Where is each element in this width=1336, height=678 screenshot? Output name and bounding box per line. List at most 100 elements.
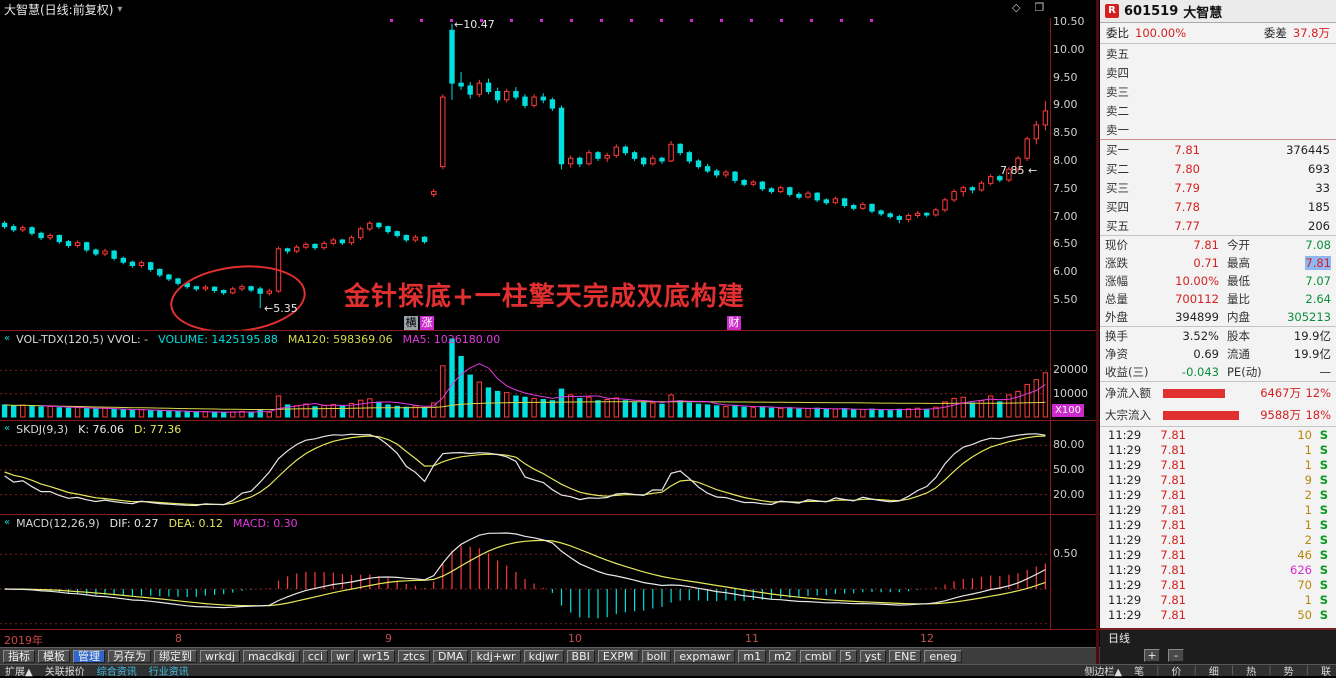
indicator-legend: MA120: 598369.06 xyxy=(287,333,393,346)
ask-row[interactable]: 卖二 xyxy=(1100,101,1336,120)
quote-view-tab[interactable]: 笔 xyxy=(1134,667,1145,678)
flow-bar xyxy=(1163,388,1225,398)
indicator-tab[interactable]: wrkdj xyxy=(200,649,240,663)
tick-volume: 50 xyxy=(1297,607,1312,622)
sidebar-toggle[interactable]: 侧边栏▲ xyxy=(1084,667,1123,678)
indicator-tab[interactable]: cmbl xyxy=(799,649,837,663)
stat-value: 3.52% xyxy=(1182,329,1219,343)
event-badge[interactable]: 财 xyxy=(727,316,741,330)
flow-bar xyxy=(1163,410,1239,420)
indicator-tab[interactable]: m1 xyxy=(738,649,767,663)
stat-label: 外盘 xyxy=(1105,310,1128,324)
tick-time: 11:29 xyxy=(1108,607,1142,622)
indicator-tab[interactable]: BBI xyxy=(566,649,595,663)
price-chart-panel[interactable]: 金针探底+一柱擎天完成双底构建 ←10.47 ←5.35 7.85 ← 横涨 财 xyxy=(0,18,1100,339)
stat-value-text: 305213 xyxy=(1287,310,1331,324)
ask-row[interactable]: 卖一 xyxy=(1100,120,1336,139)
indicator-tab[interactable]: DMA xyxy=(432,649,469,663)
tick-price: 7.81 xyxy=(1160,562,1186,577)
tick-direction: S xyxy=(1319,592,1328,607)
event-badge[interactable]: 横 xyxy=(404,316,418,330)
diamond-icon[interactable]: ◇ xyxy=(1012,1,1021,14)
macd-panel[interactable]: « MACD(12,26,9) DIF: 0.27 DEA: 0.12 MACD: 0… xyxy=(0,515,1100,629)
indicator-tab[interactable]: 绑定到 xyxy=(154,649,197,663)
stat-value: 19.9亿 xyxy=(1275,346,1331,362)
indicator-tab[interactable]: macdkdj xyxy=(242,649,300,663)
quote-view-tab[interactable]: 热 xyxy=(1246,667,1257,678)
collapse-icon[interactable]: « xyxy=(4,333,11,344)
month-label: 8 xyxy=(175,632,182,645)
indicator-tab[interactable]: eneg xyxy=(924,649,962,663)
quote-stats: 现价 7.81 今开 7.08 涨跌 0.71 最高 7.81 涨幅 10.00% 最低 7.07 总量… xyxy=(1100,236,1336,382)
flow-row: 大宗流入 9588万 18% xyxy=(1100,404,1336,426)
separator: | xyxy=(1268,665,1272,676)
statusbar-item[interactable]: 行业资讯 xyxy=(148,667,189,678)
price-axis-label: 10.50 xyxy=(1053,15,1085,28)
indicator-tab[interactable]: wr15 xyxy=(357,649,396,663)
indicator-tab[interactable]: 另存为 xyxy=(108,649,151,663)
indicator-tab[interactable]: EXPM xyxy=(597,649,639,663)
collapse-icon[interactable]: « xyxy=(4,423,11,434)
tick-direction: S xyxy=(1319,487,1328,502)
bid-row[interactable]: 买三 7.79 33 xyxy=(1100,178,1336,197)
bid-row[interactable]: 买二 7.80 693 xyxy=(1100,159,1336,178)
indicator-tab[interactable]: ztcs xyxy=(398,649,430,663)
bid-row[interactable]: 买四 7.78 185 xyxy=(1100,197,1336,216)
indicator-tab[interactable]: boll xyxy=(641,649,672,663)
quote-view-tab[interactable]: 价 xyxy=(1171,667,1182,678)
indicator-tab[interactable]: kdj+wr xyxy=(471,649,521,663)
ask-label: 卖一 xyxy=(1106,122,1129,137)
bid-volume: 693 xyxy=(1308,161,1330,176)
tick-row: 11:29 7.81 9 S xyxy=(1100,472,1336,487)
indicator-tab[interactable]: expmawr xyxy=(674,649,736,663)
zoom-out-button[interactable]: - xyxy=(1168,648,1184,662)
chart-titlebar: 大智慧(日线:前复权) ▾ ◇ ❐ xyxy=(0,0,1100,18)
indicator-tab[interactable]: yst xyxy=(859,649,887,663)
tick-price: 7.81 xyxy=(1160,577,1186,592)
window-restore-icon[interactable]: ❐ xyxy=(1034,1,1045,14)
indicator-tab[interactable]: wr xyxy=(331,649,355,663)
weibi-value: 100.00% xyxy=(1135,26,1187,40)
indicator-tab[interactable]: kdjwr xyxy=(523,649,564,663)
stat-label: 总量 xyxy=(1105,292,1128,306)
tick-volume: 2 xyxy=(1304,487,1312,502)
indicator-legend: MA5: 1026180.00 xyxy=(402,333,501,346)
indicator-legend: VOLUME: 1425195.88 xyxy=(158,333,278,346)
bid-row[interactable]: 买五 7.77 206 xyxy=(1100,216,1336,235)
indicator-tab-bar: 指标 模板 管理 另存为 绑定到 wrkdj macdkdj cci wr wr15 ztcs DMA… xyxy=(0,647,1100,664)
flow-value: 6467万 xyxy=(1260,386,1301,400)
statusbar-item[interactable]: 扩展▲ xyxy=(5,667,33,678)
indicator-tab[interactable]: ENE xyxy=(889,649,922,663)
indicator-tab[interactable]: 管理 xyxy=(73,649,105,663)
stat-label: 涨幅 xyxy=(1105,274,1128,288)
volume-panel[interactable]: « VOL-TDX(120,5) VVOL: - VOLUME: 1425195.… xyxy=(0,331,1100,420)
stat-row: 收益(三) -0.043 PE(动) — xyxy=(1100,363,1336,382)
indicator-tab[interactable]: 指标 xyxy=(3,649,35,663)
collapse-icon[interactable]: « xyxy=(4,517,11,528)
stat-row: 现价 7.81 今开 7.08 xyxy=(1100,236,1336,254)
stat-label: 收益(三) xyxy=(1105,365,1149,379)
weibi-label: 委比 xyxy=(1106,26,1129,40)
indicator-legend: DIF: 0.27 xyxy=(109,517,159,530)
indicator-tab[interactable]: 5 xyxy=(839,649,857,663)
quote-view-tab[interactable]: 联 xyxy=(1321,667,1331,678)
quote-view-tab[interactable]: 细 xyxy=(1208,667,1219,678)
indicator-tab[interactable]: m2 xyxy=(769,649,797,663)
dropdown-caret-icon[interactable]: ▾ xyxy=(117,3,123,15)
indicator-tab[interactable]: 模板 xyxy=(38,649,70,663)
ask-row[interactable]: 卖三 xyxy=(1100,82,1336,101)
quote-view-tab[interactable]: 势 xyxy=(1283,667,1294,678)
ask-row[interactable]: 卖五 xyxy=(1100,44,1336,63)
indicator-legend: SKDJ(9,3) xyxy=(16,423,69,436)
bid-row[interactable]: 买一 7.81 376445 xyxy=(1100,140,1336,159)
ask-row[interactable]: 卖四 xyxy=(1100,63,1336,82)
skdj-axis-label: 50.00 xyxy=(1053,463,1085,476)
indicator-tab[interactable]: cci xyxy=(302,649,328,663)
zoom-in-button[interactable]: + xyxy=(1144,648,1160,662)
statusbar-item[interactable]: 综合资讯 xyxy=(96,667,137,678)
skdj-panel[interactable]: « SKDJ(9,3) K: 76.06 D: 77.36 xyxy=(0,421,1100,514)
tick-direction: S xyxy=(1319,472,1328,487)
statusbar-item[interactable]: 关联报价 xyxy=(44,667,85,678)
period-selector[interactable]: 日线 xyxy=(1100,628,1336,646)
event-badge[interactable]: 涨 xyxy=(420,316,434,330)
